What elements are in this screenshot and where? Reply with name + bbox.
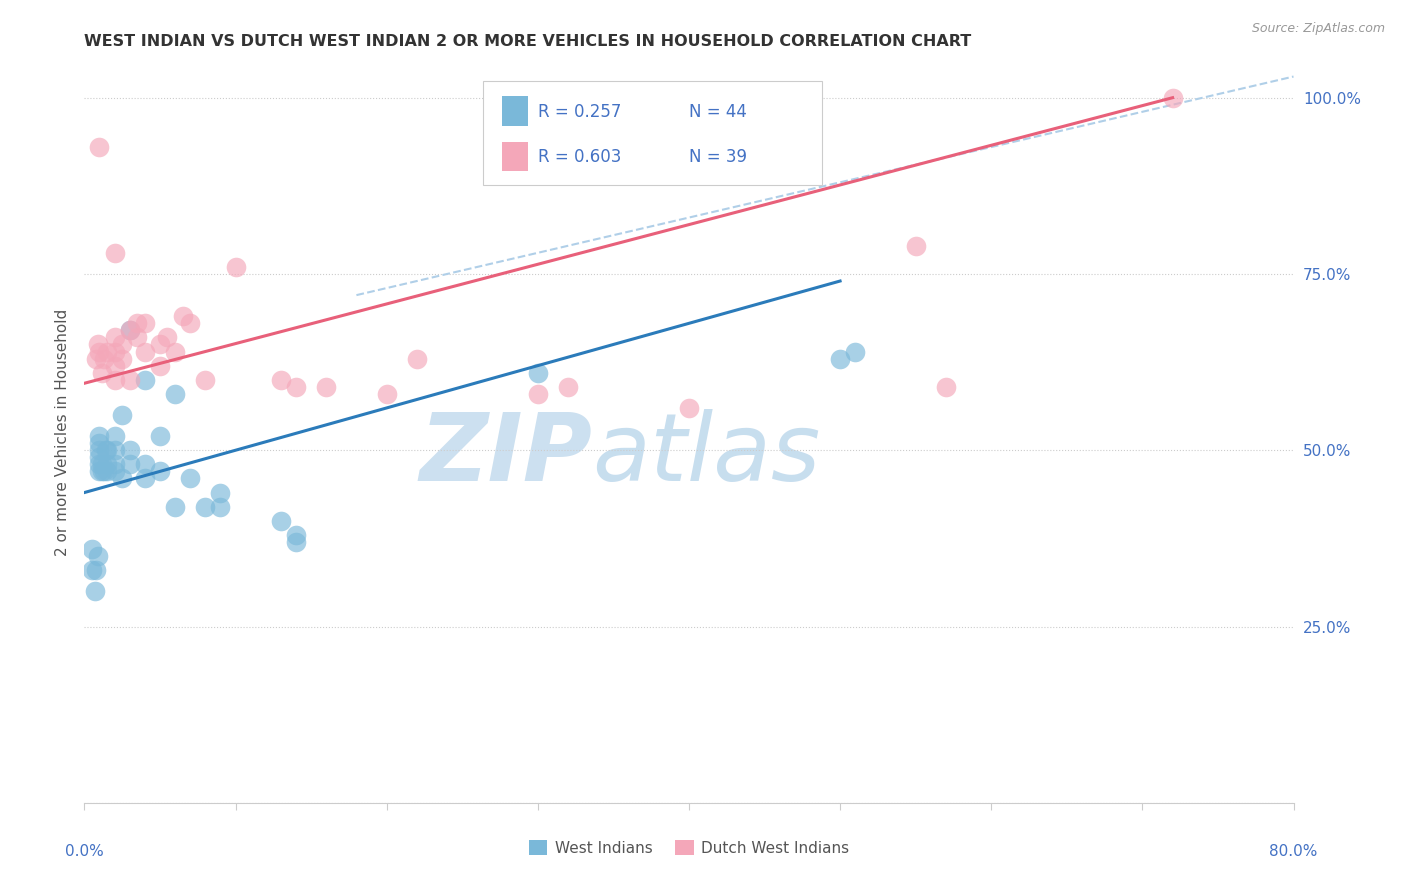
Point <box>844 344 866 359</box>
Point <box>285 528 308 542</box>
Point <box>96 464 118 478</box>
Point <box>93 351 115 366</box>
Point <box>89 458 111 472</box>
Point <box>270 373 292 387</box>
Point <box>91 458 114 472</box>
Legend: West Indians, Dutch West Indians: West Indians, Dutch West Indians <box>523 834 855 862</box>
Text: atlas: atlas <box>592 409 821 500</box>
Point <box>172 310 194 324</box>
Point <box>104 344 127 359</box>
Point <box>94 443 117 458</box>
Point <box>904 239 927 253</box>
Text: N = 39: N = 39 <box>689 148 747 166</box>
Point <box>557 380 579 394</box>
Point <box>678 401 700 415</box>
Point <box>527 366 550 380</box>
Point <box>165 387 187 401</box>
Point <box>111 471 134 485</box>
Point <box>89 429 111 443</box>
Point <box>134 344 156 359</box>
Point <box>225 260 247 274</box>
Text: WEST INDIAN VS DUTCH WEST INDIAN 2 OR MORE VEHICLES IN HOUSEHOLD CORRELATION CHA: WEST INDIAN VS DUTCH WEST INDIAN 2 OR MO… <box>84 34 972 49</box>
Bar <box>502 96 529 126</box>
Point <box>134 316 156 330</box>
Text: Source: ZipAtlas.com: Source: ZipAtlas.com <box>1251 22 1385 36</box>
Point <box>285 535 308 549</box>
FancyBboxPatch shape <box>484 81 823 185</box>
Point <box>86 351 108 366</box>
Point <box>209 500 232 514</box>
Point <box>406 351 429 366</box>
Text: N = 44: N = 44 <box>689 103 747 120</box>
Point <box>315 380 337 394</box>
Point <box>104 429 127 443</box>
Point <box>830 351 852 366</box>
Point <box>96 458 118 472</box>
Point <box>935 380 957 394</box>
Point <box>89 140 111 154</box>
Point <box>179 471 201 485</box>
Point <box>165 500 187 514</box>
Point <box>127 330 149 344</box>
Point <box>89 443 111 458</box>
Point <box>285 380 308 394</box>
Point <box>270 514 292 528</box>
Point <box>89 436 111 450</box>
Point <box>118 323 141 337</box>
Point <box>149 429 172 443</box>
Point <box>84 584 107 599</box>
Point <box>111 408 134 422</box>
Point <box>104 373 127 387</box>
Point <box>80 563 103 577</box>
Point <box>89 450 111 465</box>
Point <box>104 330 127 344</box>
Point <box>118 373 141 387</box>
Point <box>87 549 110 563</box>
Text: R = 0.257: R = 0.257 <box>538 103 621 120</box>
Point <box>118 458 141 472</box>
Point <box>91 464 114 478</box>
Point <box>149 337 172 351</box>
Point <box>209 485 232 500</box>
Point <box>149 359 172 373</box>
Point <box>118 443 141 458</box>
Point <box>134 373 156 387</box>
Point <box>86 563 108 577</box>
Point <box>134 458 156 472</box>
Point <box>89 464 111 478</box>
Text: R = 0.603: R = 0.603 <box>538 148 621 166</box>
Point <box>134 471 156 485</box>
Point <box>91 366 114 380</box>
Point <box>165 344 187 359</box>
Point <box>111 351 134 366</box>
Point <box>104 458 127 472</box>
Point <box>104 464 127 478</box>
Point <box>149 464 172 478</box>
Point <box>87 337 110 351</box>
Point <box>96 344 118 359</box>
Point <box>104 359 127 373</box>
Point <box>89 344 111 359</box>
Text: ZIP: ZIP <box>419 409 592 500</box>
Point <box>156 330 179 344</box>
Text: 80.0%: 80.0% <box>1270 845 1317 860</box>
Point <box>93 464 115 478</box>
Point <box>194 500 217 514</box>
Point <box>80 541 103 556</box>
Point <box>104 245 127 260</box>
Point <box>375 387 398 401</box>
Text: 0.0%: 0.0% <box>65 845 104 860</box>
Point <box>104 443 127 458</box>
Point <box>118 323 141 337</box>
Point <box>127 316 149 330</box>
Point <box>1161 91 1184 105</box>
Point <box>179 316 201 330</box>
Point <box>194 373 217 387</box>
Point <box>96 443 118 458</box>
Point <box>527 387 550 401</box>
Point <box>111 337 134 351</box>
Bar <box>502 142 529 171</box>
Y-axis label: 2 or more Vehicles in Household: 2 or more Vehicles in Household <box>55 309 70 557</box>
